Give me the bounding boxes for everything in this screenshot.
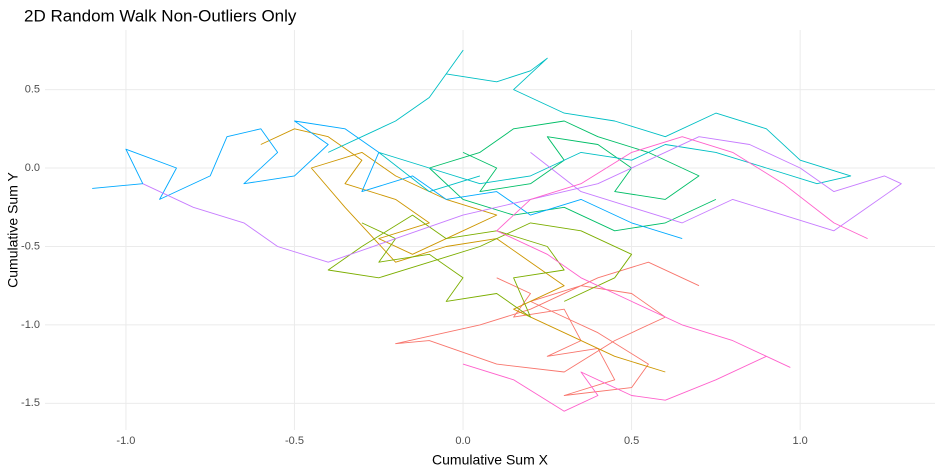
chart-title: 2D Random Walk Non-Outliers Only (24, 6, 297, 25)
walk-line (462, 136, 868, 412)
y-tick-label: -1.0 (21, 319, 40, 331)
walk-line (428, 120, 717, 232)
walk-line (92, 120, 683, 240)
walk-line (395, 261, 700, 396)
y-tick-label: 0.0 (25, 162, 40, 174)
walk-line (260, 128, 666, 373)
y-tick-label: -0.5 (21, 240, 40, 252)
walk-line (328, 49, 852, 193)
x-tick-label: 1.0 (793, 435, 808, 447)
x-axis-title: Cumulative Sum X (432, 452, 549, 468)
y-axis-title: Cumulative Sum Y (5, 172, 21, 288)
x-tick-label: 0.0 (455, 435, 470, 447)
x-tick-label: 0.5 (624, 435, 639, 447)
x-tick-label: -0.5 (285, 435, 304, 447)
x-tick-label: -1.0 (116, 435, 135, 447)
y-tick-label: 0.5 (25, 84, 40, 96)
y-tick-label: -1.5 (21, 397, 40, 409)
walk-line (142, 136, 902, 263)
walk-line (327, 214, 633, 318)
